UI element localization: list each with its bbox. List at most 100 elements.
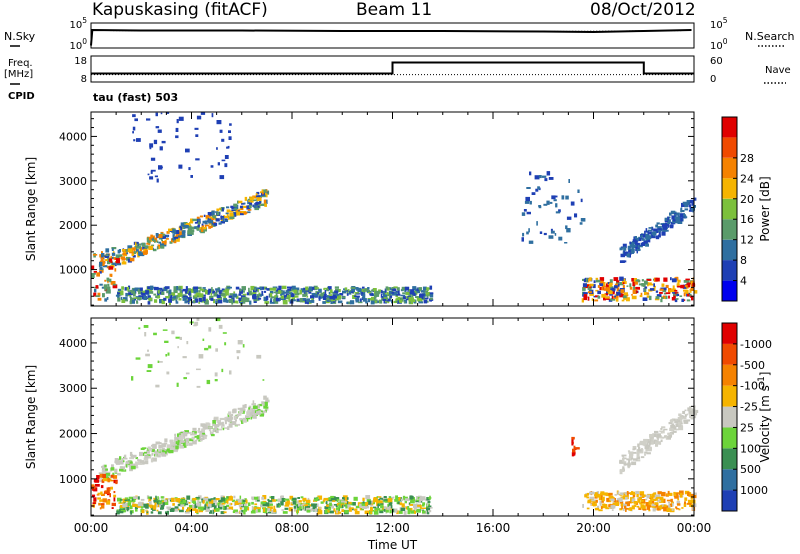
power-echo-cell <box>217 299 223 304</box>
power-echo-cell <box>105 289 111 294</box>
velocity-echo-cell <box>217 502 222 506</box>
velocity-echo-cell <box>239 495 242 500</box>
velocity-colorbar-segment <box>722 385 737 407</box>
power-echo-cell <box>97 292 101 297</box>
velocity-echo-cell <box>102 468 108 472</box>
velocity-echo-cell <box>400 498 404 501</box>
power-echo-cell <box>112 262 117 266</box>
power-echo-cell <box>134 242 137 247</box>
velocity-echo-cell <box>656 507 661 511</box>
velocity-echo-cell <box>142 448 145 451</box>
velocity-echo-cell <box>638 447 641 452</box>
power-echo-cell <box>263 194 267 197</box>
power-echo-cell <box>658 232 661 236</box>
velocity-echo-cell <box>625 508 627 512</box>
power-echo-cell <box>201 223 204 226</box>
velocity-echo-cell <box>410 500 415 504</box>
velocity-echo-cell <box>179 442 182 446</box>
power-echo-cell <box>291 290 296 292</box>
power-echo-cell <box>691 202 695 206</box>
power-echo-cell <box>247 206 251 211</box>
velocity-echo-cell <box>645 502 649 506</box>
power-echo-cell <box>675 220 680 224</box>
power-echo-cell <box>324 290 327 295</box>
velocity-colorbar-label: -25 <box>740 401 758 414</box>
velocity-echo-cell <box>286 500 290 504</box>
velocity-echo-cell <box>318 510 323 515</box>
velocity-echo-cell <box>157 454 161 458</box>
velocity-echo-cell <box>268 502 272 505</box>
velocity-echo-cell <box>413 497 415 502</box>
power-echo-cell <box>661 297 664 299</box>
velocity-echo-cell <box>341 509 345 512</box>
velocity-echo-cell <box>681 507 684 509</box>
power-echo-cell <box>180 226 183 231</box>
power-echo-cell <box>170 295 173 299</box>
velocity-echo-cell <box>622 507 625 511</box>
power-echo-cell <box>418 301 423 304</box>
power-echo-cell <box>278 290 282 294</box>
velocity-echo-cell <box>636 493 639 498</box>
velocity-echo-cell <box>128 464 134 467</box>
power-echo-cell <box>684 208 689 211</box>
velocity-echo-cell <box>155 441 160 445</box>
power-echo-cell <box>199 288 204 291</box>
velocity-echo-cell <box>251 403 255 406</box>
velocity-echo-cell <box>211 432 214 435</box>
velocity-echo-cell <box>623 503 627 507</box>
velocity-echo-cell <box>172 503 175 506</box>
power-echo-cell <box>365 301 368 304</box>
velocity-echo-cell <box>387 498 393 503</box>
velocity-echo-cell <box>210 498 214 500</box>
velocity-echo-cell <box>663 504 667 507</box>
power-echo-cell <box>185 148 190 153</box>
velocity-echo-cell <box>678 420 683 424</box>
power-echo-cell <box>669 226 674 229</box>
power-echo-cell <box>539 231 543 234</box>
velocity-echo-cell <box>171 330 175 335</box>
power-echo-cell <box>668 295 670 299</box>
power-echo-cell <box>138 252 143 257</box>
power-echo-cell <box>669 224 674 227</box>
velocity-echo-cell <box>683 416 687 420</box>
velocity-echo-cell <box>668 422 673 425</box>
power-echo-cell <box>670 277 672 281</box>
velocity-echo-cell <box>603 504 608 508</box>
power-echo-cell <box>675 212 680 216</box>
power-echo-cell <box>339 293 344 296</box>
velocity-echo-cell <box>177 508 180 511</box>
velocity-echo-cell <box>599 500 602 505</box>
power-echo-cell <box>609 294 613 296</box>
velocity-echo-cell <box>104 464 107 468</box>
velocity-echo-cell <box>227 413 230 418</box>
power-echo-cell <box>685 278 690 281</box>
power-echo-cell <box>221 292 224 297</box>
velocity-echo-cell <box>303 500 305 503</box>
power-echo-cell <box>299 290 302 295</box>
power-echo-cell <box>662 226 668 230</box>
power-echo-cell <box>555 211 561 214</box>
power-echo-cell <box>311 298 313 302</box>
power-echo-cell <box>210 298 214 301</box>
velocity-echo-cell <box>295 502 298 506</box>
velocity-echo-cell <box>176 433 179 437</box>
power-echo-cell <box>644 286 648 289</box>
velocity-echo-cell <box>224 419 227 425</box>
velocity-echo-cell <box>242 419 247 423</box>
power-echo-cell <box>244 297 248 300</box>
velocity-echo-cell <box>277 498 283 502</box>
velocity-echo-cell <box>214 418 218 421</box>
velocity-echo-cell <box>326 504 329 507</box>
power-echo-cell <box>283 295 288 297</box>
power-echo-cell <box>111 256 114 259</box>
velocity-echo-cell <box>414 510 416 514</box>
velocity-echo-cell <box>633 501 638 504</box>
velocity-echo-cell <box>684 501 686 505</box>
power-echo-cell <box>155 295 158 298</box>
velocity-echo-cell <box>667 490 670 495</box>
velocity-echo-cell <box>113 497 116 502</box>
power-echo-cell <box>174 236 179 239</box>
velocity-echo-cell <box>628 451 630 454</box>
power-echo-cell <box>673 211 677 214</box>
power-echo-cell <box>582 278 585 281</box>
